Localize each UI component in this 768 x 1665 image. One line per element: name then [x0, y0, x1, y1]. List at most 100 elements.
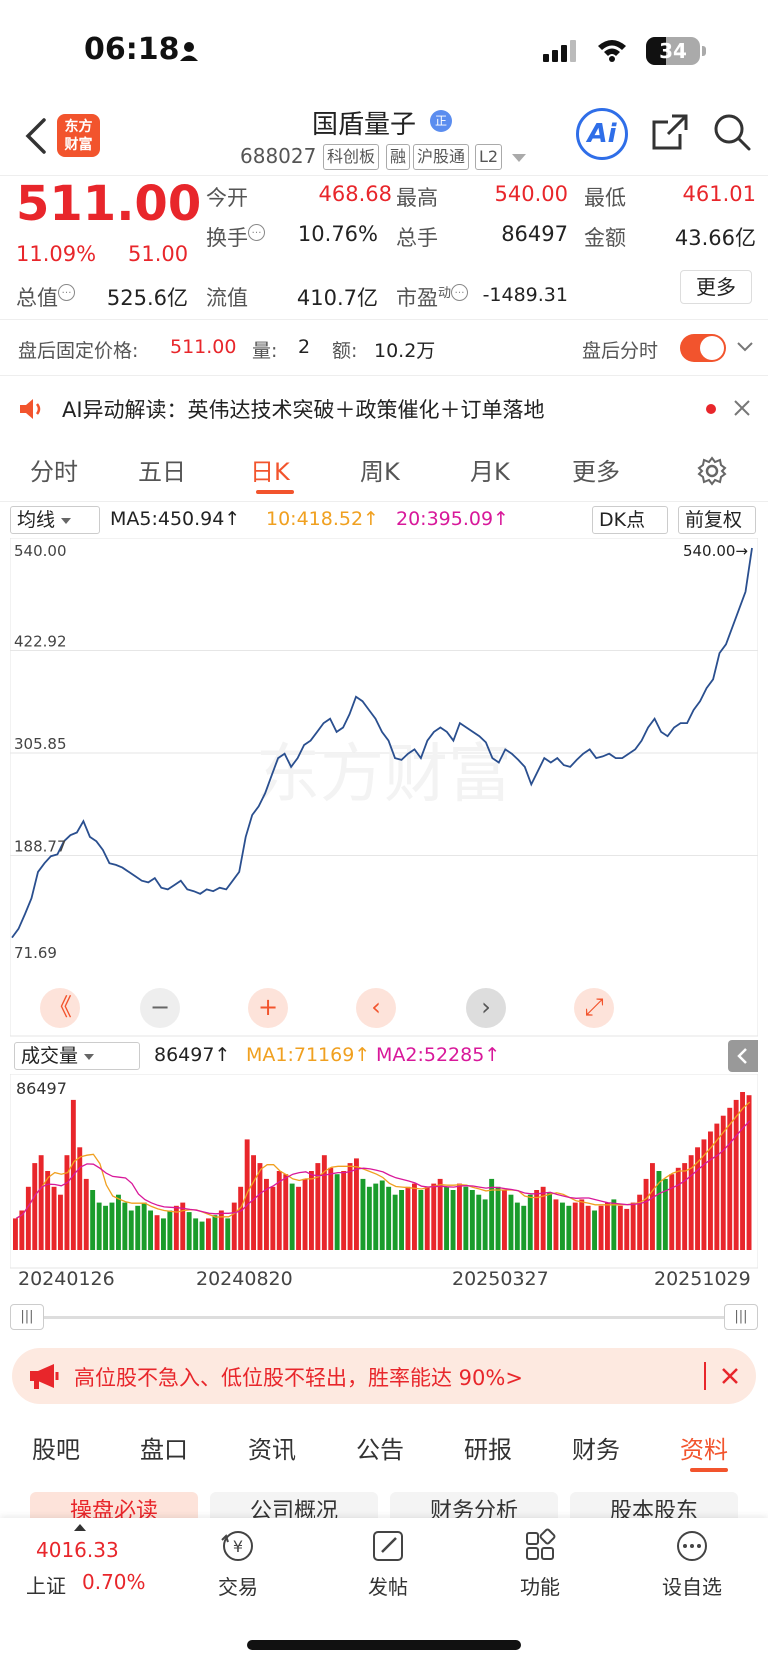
- back-icon[interactable]: [22, 116, 50, 156]
- dk-point-select[interactable]: DK点: [592, 506, 668, 534]
- tab-announcements[interactable]: 公告: [356, 1436, 404, 1464]
- volume-bar: [103, 1205, 108, 1250]
- after-hours-toggle[interactable]: [680, 334, 726, 362]
- chevron-down-icon[interactable]: [512, 154, 526, 162]
- nav-trade[interactable]: ¥ 交易: [208, 1518, 268, 1600]
- tab-finance[interactable]: 财务: [572, 1436, 620, 1464]
- promo-banner[interactable]: 高位股不急入、低位股不轻出，胜率能达 90%>: [12, 1348, 756, 1404]
- volume-chart[interactable]: 86497: [10, 1074, 758, 1270]
- volume-bar: [624, 1208, 630, 1250]
- vol-ma1-readout: MA1:71169↑: [246, 1044, 371, 1066]
- volume-bar: [418, 1190, 424, 1250]
- expand-up-icon[interactable]: [74, 1524, 86, 1531]
- index-change[interactable]: 0.70%: [82, 1570, 146, 1594]
- volume-bar: [463, 1186, 469, 1250]
- volume-bar: [270, 1186, 276, 1250]
- volume-bar: [560, 1202, 565, 1250]
- tab-profile[interactable]: 资料: [680, 1436, 728, 1464]
- index-name[interactable]: 上证: [26, 1574, 66, 1598]
- tab-news[interactable]: 资讯: [248, 1436, 296, 1464]
- tab-more[interactable]: 更多: [572, 458, 620, 486]
- tab-monthly-k[interactable]: 月K: [470, 458, 510, 486]
- volume-select[interactable]: 成交量: [14, 1042, 140, 1070]
- stock-header: 东方 财富 国盾量子 正 688027 科创板 融 沪股通 L2 Ai: [0, 100, 768, 176]
- low-label: 最低: [584, 186, 626, 210]
- gear-icon[interactable]: [697, 456, 727, 486]
- adjust-select[interactable]: 前复权: [678, 506, 756, 534]
- index-value[interactable]: 4016.33: [36, 1538, 119, 1562]
- tab-daily-k[interactable]: 日K: [250, 458, 290, 486]
- volume-bar: [167, 1210, 173, 1250]
- volume-bar: [64, 1155, 70, 1250]
- volume-bar: [218, 1210, 224, 1250]
- price-chart[interactable]: 东方财富 540.00 422.92 305.85 188.77 71.69 540.0…: [10, 538, 758, 1038]
- range-handle-right[interactable]: |||: [724, 1304, 758, 1330]
- nav-post[interactable]: 发帖: [358, 1518, 418, 1600]
- nav-watchlist-label: 设自选: [662, 1575, 722, 1599]
- tag-connect: 沪股通: [413, 144, 470, 170]
- tab-forum[interactable]: 股吧: [32, 1436, 80, 1464]
- volume-bar: [109, 1202, 115, 1250]
- range-handle-left[interactable]: |||: [10, 1304, 44, 1330]
- status-time: 06:18: [84, 32, 180, 67]
- close-icon[interactable]: [732, 398, 752, 418]
- tab-weekly-k[interactable]: 周K: [360, 458, 400, 486]
- volume-bar: [19, 1210, 25, 1250]
- home-indicator: [247, 1640, 521, 1650]
- vol-ma2-line: [15, 1120, 751, 1219]
- scroll-right-button[interactable]: ›: [466, 988, 506, 1028]
- volume-bar: [386, 1186, 392, 1250]
- y-tick-label: 305.85: [14, 735, 67, 753]
- volume-bar: [392, 1194, 398, 1250]
- zoom-out-button[interactable]: −: [140, 988, 180, 1028]
- more-button[interactable]: 更多: [680, 270, 752, 304]
- jump-start-button[interactable]: 《: [40, 988, 80, 1028]
- info-tabs: 股吧 盘口 资讯 公告 研报 财务 资料: [0, 1418, 768, 1478]
- volume-readout: 86497↑: [154, 1044, 231, 1066]
- nav-watchlist[interactable]: 设自选: [656, 1518, 728, 1600]
- pill-must-read[interactable]: 操盘必读: [30, 1492, 198, 1518]
- scroll-left-button[interactable]: ‹: [356, 988, 396, 1028]
- volume-bar: [714, 1123, 720, 1250]
- tab-research[interactable]: 研报: [464, 1436, 512, 1464]
- volume-bar: [617, 1205, 623, 1250]
- close-icon[interactable]: [720, 1366, 740, 1386]
- collapse-panel-button[interactable]: [728, 1040, 758, 1072]
- ai-insight-banner[interactable]: AI异动解读：英伟达技术突破＋政策催化＋订单落地: [0, 380, 768, 438]
- volume-bar: [283, 1174, 289, 1250]
- zoom-in-button[interactable]: +: [248, 988, 288, 1028]
- pill-shareholders[interactable]: 股本股东: [570, 1492, 738, 1518]
- date-label: 20251029: [654, 1268, 751, 1290]
- y-tick-label: 188.77: [14, 837, 67, 855]
- share-icon[interactable]: [650, 112, 690, 152]
- promo-text: 高位股不急入、低位股不轻出，胜率能达 90%>: [74, 1366, 523, 1390]
- volume-bar: [656, 1171, 662, 1250]
- tab-intraday[interactable]: 分时: [30, 458, 78, 486]
- profile-sub-tabs: 操盘必读 公司概况 财务分析 股本股东: [0, 1486, 768, 1518]
- total-value: 525.6亿: [106, 286, 188, 310]
- y-tick-label: 540.00: [14, 542, 67, 560]
- volume-bar: [90, 1190, 96, 1250]
- volume-bar: [45, 1171, 51, 1250]
- ai-button[interactable]: Ai: [576, 108, 628, 160]
- volume-bar: [13, 1218, 18, 1250]
- fullscreen-button[interactable]: ⤢: [574, 988, 614, 1028]
- edit-icon: [373, 1531, 403, 1561]
- volume-bar: [514, 1202, 520, 1250]
- y-tick-label: 422.92: [14, 633, 67, 651]
- volume-bar: [212, 1215, 218, 1250]
- high-label: 最高: [396, 186, 438, 210]
- volume-bar: [650, 1163, 655, 1250]
- ma-select[interactable]: 均线: [10, 506, 100, 534]
- pill-financial-analysis[interactable]: 财务分析: [390, 1492, 558, 1518]
- search-icon[interactable]: [712, 112, 752, 152]
- pill-company-overview[interactable]: 公司概况: [210, 1492, 378, 1518]
- date-label: 20240820: [196, 1268, 293, 1290]
- chart-range-scroller[interactable]: ||| |||: [10, 1304, 758, 1330]
- volume-bar: [502, 1190, 507, 1250]
- chevron-down-icon[interactable]: [736, 340, 754, 354]
- tab-five-day[interactable]: 五日: [138, 458, 186, 486]
- nav-functions[interactable]: 功能: [510, 1518, 570, 1600]
- tab-orderbook[interactable]: 盘口: [140, 1436, 188, 1464]
- volume-bar: [366, 1186, 372, 1250]
